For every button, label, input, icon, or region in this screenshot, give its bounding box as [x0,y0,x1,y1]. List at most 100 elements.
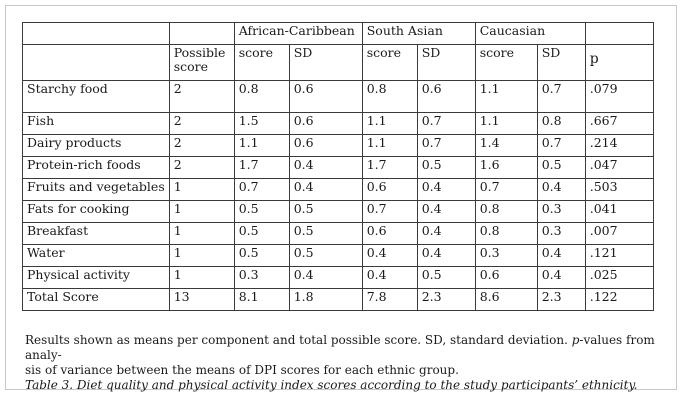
row-label: Dairy products [22,134,170,157]
ac-score-header: score [233,44,290,81]
row-label: Fish [22,112,170,135]
cell-p: .007 [584,222,654,245]
table-row: Fats for cooking 1 0.5 0.5 0.7 0.4 0.8 0.3.041 [22,200,654,223]
cell-ca-score: 1.6 [474,156,538,179]
cell-p: .025 [584,266,654,289]
cell-sa-score: 1.1 [361,134,418,157]
table-row: Starchy food 2 0.8 0.6 0.8 0.6 1.1 0.7.079 [22,80,654,113]
table-caption: Table 3. Diet quality and physical activ… [25,378,638,392]
cell-ca-sd: 0.4 [536,244,586,267]
cell-p: .121 [584,244,654,267]
group-header-caucasian: Caucasian [474,22,586,45]
cell-ca-score: 0.7 [474,178,538,201]
table-row: Physical activity 1 0.3 0.4 0.4 0.5 0.6 0.4.025 [22,266,654,289]
cell-ac-sd: 0.5 [288,244,363,267]
ac-sd-header: SD [288,44,363,81]
cell-ca-score: 0.8 [474,200,538,223]
footnote-text-cont: -values from analy- [25,333,655,362]
cell-sa-sd: 0.4 [416,244,476,267]
table-row: Water 1 0.5 0.5 0.4 0.4 0.3 0.4.121 [22,244,654,267]
cell-ac-score: 0.5 [233,222,290,245]
cell-possible: 13 [168,288,235,311]
cell-ca-sd: 0.7 [536,80,586,113]
table-row: Fish 2 1.5 0.6 1.1 0.7 1.1 0.8.667 [22,112,654,135]
group-header-row: African-Caribbean South Asian Caucasian [22,22,654,45]
cell-ca-sd: 0.4 [536,178,586,201]
cell-ac-score: 1.7 [233,156,290,179]
cell-ac-score: 0.5 [233,200,290,223]
cell-p: .503 [584,178,654,201]
row-label: Total Score [22,288,170,311]
table-notes: Results shown as means per component and… [25,333,665,393]
cell-sa-sd: 0.4 [416,178,476,201]
cell-possible: 2 [168,156,235,179]
p-value-header: p [584,44,654,81]
cell-ac-sd: 0.5 [288,222,363,245]
cell-ac-score: 0.5 [233,244,290,267]
figure-frame: African-Caribbean South Asian Caucasian … [5,5,677,393]
cell-sa-score: 1.7 [361,156,418,179]
table-row: Breakfast 1 0.5 0.5 0.6 0.4 0.8 0.3.007 [22,222,654,245]
cell-ca-score: 1.1 [474,80,538,113]
group-header-african-caribbean: African-Caribbean [233,22,363,45]
blank-cell [584,22,654,45]
cell-sa-score: 0.4 [361,266,418,289]
table-row: Fruits and vegetables 1 0.7 0.4 0.6 0.4 0.7 0.4… [22,178,654,201]
cell-p: .079 [584,80,654,113]
cell-ac-score: 1.5 [233,112,290,135]
row-label: Fruits and vegetables [22,178,170,201]
cell-ca-sd: 0.7 [536,134,586,157]
cell-ca-score: 1.4 [474,134,538,157]
cell-sa-sd: 0.7 [416,112,476,135]
cell-ac-sd: 0.6 [288,134,363,157]
row-label: Breakfast [22,222,170,245]
cell-sa-sd: 0.7 [416,134,476,157]
cell-ca-sd: 0.5 [536,156,586,179]
cell-ac-score: 0.8 [233,80,290,113]
footnote-line2: sis of variance between the means of DPI… [25,363,459,377]
blank-cell [22,44,170,81]
cell-ac-score: 0.3 [233,266,290,289]
cell-sa-sd: 0.4 [416,222,476,245]
cell-possible: 1 [168,200,235,223]
row-label: Water [22,244,170,267]
cell-sa-score: 7.8 [361,288,418,311]
cell-sa-sd: 2.3 [416,288,476,311]
cell-ca-score: 0.8 [474,222,538,245]
table-row: Protein-rich foods 2 1.7 0.4 1.7 0.5 1.6 0.5.04… [22,156,654,179]
cell-ca-sd: 0.8 [536,112,586,135]
row-label: Physical activity [22,266,170,289]
diet-quality-table: African-Caribbean South Asian Caucasian … [22,22,654,311]
row-label: Protein-rich foods [22,156,170,179]
cell-possible: 1 [168,222,235,245]
table-row: Total Score 13 8.1 1.8 7.8 2.3 8.6 2.3.122 [22,288,654,311]
cell-possible: 1 [168,266,235,289]
cell-ca-score: 8.6 [474,288,538,311]
cell-ca-sd: 0.4 [536,266,586,289]
footnote-p-italic: p [571,333,580,347]
sa-score-header: score [361,44,418,81]
cell-ca-score: 1.1 [474,112,538,135]
cell-ac-score: 8.1 [233,288,290,311]
cell-ac-sd: 1.8 [288,288,363,311]
cell-sa-score: 0.6 [361,222,418,245]
ca-sd-header: SD [536,44,586,81]
footnote-text: Results shown as means per component and… [25,333,572,347]
cell-possible: 2 [168,134,235,157]
row-label: Fats for cooking [22,200,170,223]
cell-p: .214 [584,134,654,157]
blank-cell [168,22,235,45]
cell-sa-sd: 0.4 [416,200,476,223]
cell-ca-sd: 2.3 [536,288,586,311]
cell-p: .667 [584,112,654,135]
footnote: Results shown as means per component and… [25,333,665,363]
cell-ac-sd: 0.4 [288,156,363,179]
cell-sa-sd: 0.6 [416,80,476,113]
cell-ac-sd: 0.5 [288,200,363,223]
cell-ca-sd: 0.3 [536,200,586,223]
cell-possible: 1 [168,178,235,201]
cell-ca-score: 0.6 [474,266,538,289]
cell-ac-sd: 0.4 [288,178,363,201]
cell-ca-sd: 0.3 [536,222,586,245]
cell-p: .047 [584,156,654,179]
